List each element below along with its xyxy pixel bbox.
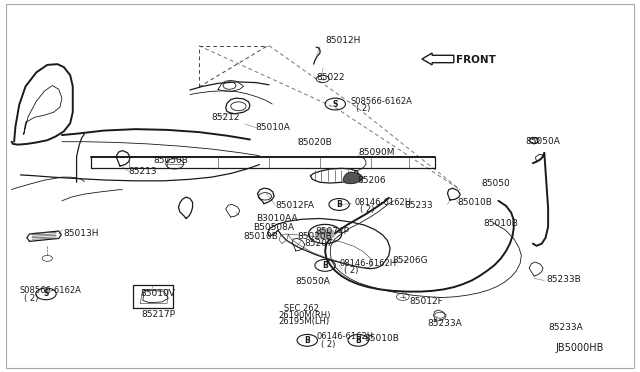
Text: 85010A: 85010A	[255, 123, 290, 132]
Polygon shape	[422, 53, 454, 65]
Text: JB5000HB: JB5000HB	[556, 343, 604, 353]
Text: FRONT: FRONT	[456, 55, 496, 65]
Text: 85207: 85207	[305, 239, 333, 248]
Text: ( 2): ( 2)	[24, 294, 38, 303]
Circle shape	[315, 228, 335, 240]
Text: 26190M(RH): 26190M(RH)	[278, 311, 330, 320]
Text: 85206G: 85206G	[393, 256, 428, 265]
Text: 85012F: 85012F	[409, 298, 443, 307]
Text: 06146-6162H: 06146-6162H	[316, 332, 373, 341]
Text: 85074P: 85074P	[315, 227, 349, 235]
Text: B: B	[305, 336, 310, 345]
Text: B: B	[336, 200, 342, 209]
Text: 08146-6162H: 08146-6162H	[355, 198, 412, 207]
Text: 85233A: 85233A	[427, 319, 462, 328]
Text: 85217P: 85217P	[141, 310, 175, 319]
Text: ( 2): ( 2)	[356, 104, 370, 113]
Text: 85010B: 85010B	[244, 232, 278, 241]
Text: B3010AA: B3010AA	[256, 214, 298, 223]
Polygon shape	[343, 172, 364, 184]
Text: S08566-6162A: S08566-6162A	[19, 286, 81, 295]
Text: 85012FA: 85012FA	[275, 201, 314, 210]
Text: B50508A: B50508A	[253, 223, 294, 232]
Text: ( 2): ( 2)	[321, 340, 335, 349]
Text: S: S	[333, 100, 338, 109]
Text: 85050B: 85050B	[153, 156, 188, 166]
Text: S08566-6162A: S08566-6162A	[351, 97, 412, 106]
Text: 85212: 85212	[212, 113, 240, 122]
Text: S: S	[44, 289, 49, 298]
Text: 85233A: 85233A	[548, 323, 583, 332]
Text: 85050A: 85050A	[525, 137, 560, 146]
Text: 85050: 85050	[482, 179, 511, 188]
Text: 85233B: 85233B	[547, 275, 582, 284]
Text: 85010B: 85010B	[458, 198, 493, 207]
Text: 85010V: 85010V	[140, 289, 175, 298]
Text: 85050A: 85050A	[296, 277, 331, 286]
Text: B: B	[322, 261, 328, 270]
Text: 85013H: 85013H	[64, 229, 99, 238]
Text: 26195M(LH): 26195M(LH)	[278, 317, 329, 326]
Text: 85090M: 85090M	[358, 148, 395, 157]
Text: ( 2): ( 2)	[344, 266, 358, 275]
Text: SEC 262: SEC 262	[284, 304, 319, 313]
Text: 85020B: 85020B	[297, 232, 332, 241]
Text: 85206: 85206	[357, 176, 385, 185]
Text: 85020B: 85020B	[297, 138, 332, 147]
Text: 85213: 85213	[129, 167, 157, 176]
Text: 85010B: 85010B	[483, 219, 518, 228]
Text: 85010B: 85010B	[365, 334, 399, 343]
Text: 85233: 85233	[404, 201, 433, 210]
Text: B: B	[355, 336, 361, 345]
Text: 85012H: 85012H	[325, 36, 360, 45]
Text: ( 2): ( 2)	[360, 205, 374, 214]
Text: 85022: 85022	[316, 73, 345, 81]
Text: 08146-6162H: 08146-6162H	[339, 259, 396, 268]
